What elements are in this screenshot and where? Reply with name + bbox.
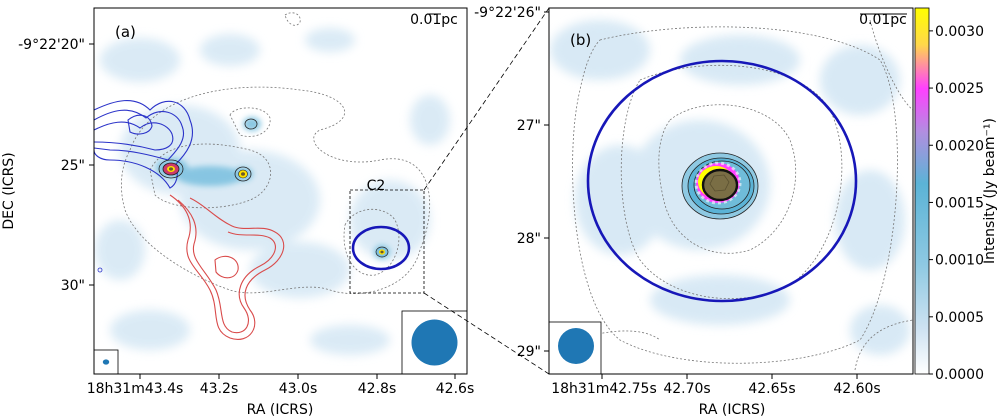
colorbar-tick-label: 0.0000	[935, 367, 984, 383]
panel-b-xlabel: RA (ICRS)	[699, 402, 766, 418]
panel-b-ytick-0: -9°22'26"	[474, 5, 541, 21]
colorbar: 0.0000 0.0005 0.0010 0.0015 0.0020 0.0025 0.00…	[914, 7, 998, 383]
panel-b-ytick-3: 29"	[517, 344, 541, 360]
panel-b-scalebar-label: 0.01pc	[859, 12, 907, 28]
colorbar-tick-label: 0.0015	[935, 195, 984, 211]
beam-ellipse	[411, 319, 458, 366]
colorbar-label: Intensity (Jy beam⁻¹)	[982, 118, 998, 264]
core-c2	[351, 225, 411, 271]
panel-a-scalebar-label: 0.01pc	[410, 12, 458, 28]
colorbar-tick-label: 0.0025	[935, 81, 984, 97]
c2-label: C2	[367, 178, 386, 194]
panel-b-xtick-2: 42.65s	[748, 381, 795, 397]
panel-b-ytick-2: 28"	[517, 231, 541, 247]
colorbar-tick-label: 0.0005	[935, 310, 984, 326]
panel-a-xtick-2: 43.0s	[279, 381, 317, 397]
panel-a-ytick-0: -9°22'20"	[18, 37, 85, 53]
panel-a-map	[94, 12, 467, 374]
panel-b-ytick-1: 27"	[517, 118, 541, 134]
panel-b-ytick-marks	[544, 11, 549, 352]
colorbar-bar	[914, 7, 930, 375]
panel-a-xtick-marks	[139, 374, 456, 379]
panel-b-label: (b)	[570, 31, 591, 49]
panel-a-xtick-3: 42.8s	[358, 381, 396, 397]
panel-b-xtick-1: 42.70s	[663, 381, 710, 397]
panel-a-xtick-1: 43.2s	[200, 381, 238, 397]
zoom-connector	[423, 7, 550, 375]
zoom-region-box	[349, 189, 425, 294]
beam-ellipse-b	[558, 328, 594, 364]
panel-b: 0.01pc (b) -9°22'26" 27" 28" 29" 18h31m4…	[474, 5, 914, 418]
core-a2	[234, 166, 252, 182]
colorbar-tick-label: 0.0020	[935, 138, 984, 154]
panel-b-xtick-0: 18h31m42.75s	[551, 381, 657, 397]
core-a1	[158, 159, 184, 179]
panel-a-xlabel: RA (ICRS)	[247, 402, 314, 418]
panel-a-label: (a)	[115, 23, 136, 41]
outflow-ellipse-b	[586, 59, 858, 303]
panel-a-xtick-4: 42.6s	[436, 381, 474, 397]
panel-a-ytick-marks	[89, 43, 94, 286]
panel-b-xtick-3: 42.60s	[833, 381, 880, 397]
colorbar-ticks: 0.0000 0.0005 0.0010 0.0015 0.0020 0.0025 0.00…	[929, 24, 984, 383]
panel-a-ytick-2: 30"	[61, 278, 85, 294]
panel-b-map	[549, 19, 913, 374]
panel-a-ylabel: DEC (ICRS)	[1, 152, 17, 229]
colorbar-tick-label: 0.0010	[935, 253, 984, 269]
colorbar-tick-label: 0.0030	[935, 24, 984, 40]
core-c2-zoom	[681, 152, 759, 220]
panel-a: 0.01pc (a) C2 -9°22'20" 25" 30" 18h31m43…	[1, 7, 474, 418]
panel-b-xtick-marks	[601, 374, 858, 379]
panel-a-ytick-1: 25"	[61, 158, 85, 174]
panel-a-xtick-0: 18h31m43.4s	[87, 381, 184, 397]
